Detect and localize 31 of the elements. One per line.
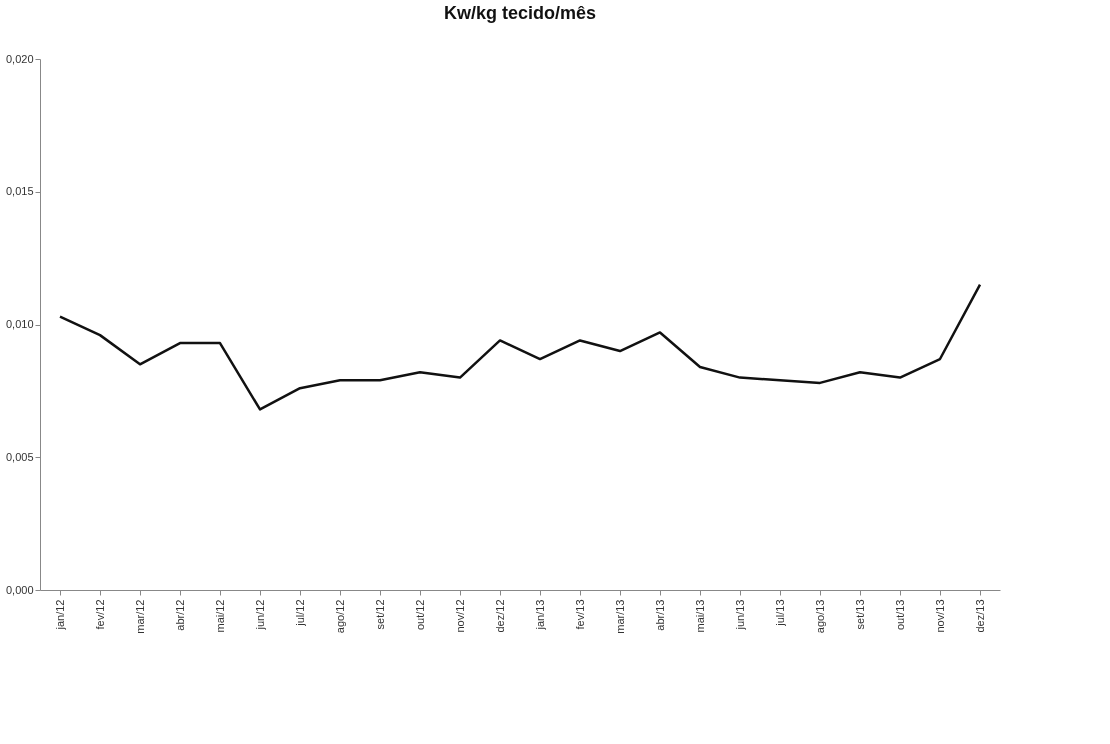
x-tick-label: fev/13	[573, 599, 586, 630]
x-tick-label: set/12	[373, 599, 386, 630]
x-tick-label: mar/13	[613, 599, 626, 634]
x-tick-label: nov/13	[933, 599, 946, 633]
x-tick-label: jan/13	[533, 599, 546, 631]
y-tick-label: 0,005	[5, 450, 34, 463]
y-tick-label: 0,000	[5, 583, 34, 596]
y-tick-label: 0,020	[5, 52, 34, 65]
x-tick-label: set/13	[853, 599, 866, 630]
x-tick-label: jan/12	[53, 599, 66, 631]
x-tick-label: mai/13	[693, 599, 706, 633]
x-tick-label: mar/12	[133, 599, 146, 634]
x-tick-label: dez/12	[493, 599, 506, 633]
x-tick-label: jun/12	[253, 599, 266, 631]
y-tick-label: 0,015	[5, 185, 34, 198]
x-tick-label: jun/13	[733, 599, 746, 631]
x-tick-label: out/13	[893, 599, 906, 631]
x-tick-label: dez/13	[973, 599, 986, 633]
x-tick-label: abr/12	[173, 599, 186, 631]
x-tick-label: mai/12	[213, 599, 226, 633]
chart-title: Kw/kg tecido/mês	[443, 3, 597, 23]
x-tick-label: ago/13	[813, 599, 826, 634]
x-tick-label: abr/13	[653, 599, 666, 631]
x-tick-label: fev/12	[93, 599, 106, 630]
x-tick-label: out/12	[413, 599, 426, 631]
x-tick-label: jul/13	[773, 599, 786, 627]
x-tick-label: nov/12	[453, 599, 466, 633]
line-series	[58, 283, 982, 411]
x-tick-label: jul/12	[293, 599, 306, 627]
y-tick-label: 0,010	[5, 318, 34, 330]
x-tick-label: ago/12	[333, 599, 346, 634]
